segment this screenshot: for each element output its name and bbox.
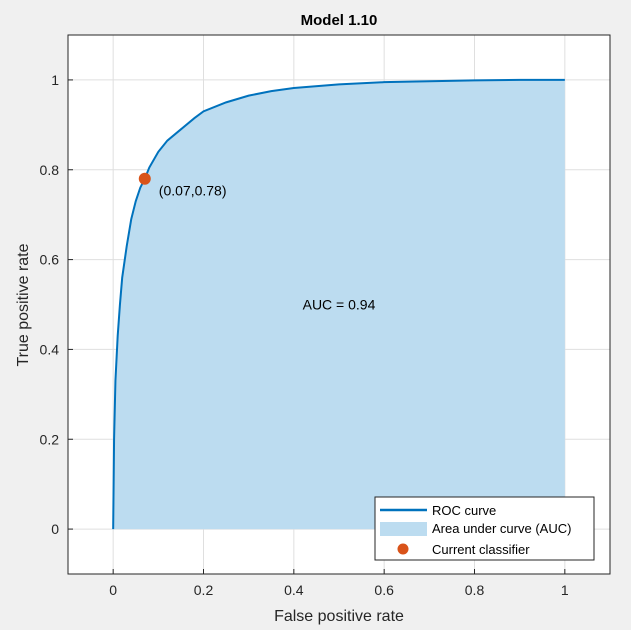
x-tick-label: 0.6 xyxy=(374,582,394,598)
y-tick-label: 0 xyxy=(51,521,59,537)
legend-auc-label: Area under curve (AUC) xyxy=(432,521,571,536)
x-axis-label: False positive rate xyxy=(274,608,404,625)
x-tick-label: 0.8 xyxy=(465,582,485,598)
legend-classifier-swatch xyxy=(397,543,409,555)
legend: ROC curve Area under curve (AUC) Current… xyxy=(374,496,595,561)
x-tick-label: 1 xyxy=(561,582,569,598)
y-tick-label: 0.6 xyxy=(40,252,60,268)
legend-roc-label: ROC curve xyxy=(432,503,496,518)
y-tick-label: 0.4 xyxy=(40,341,60,357)
x-tick-label: 0.4 xyxy=(284,582,304,598)
auc-annotation: AUC = 0.94 xyxy=(303,297,376,313)
y-axis-label: True positive rate xyxy=(15,243,32,366)
y-tick-label: 0.2 xyxy=(40,431,60,447)
current-classifier-marker[interactable] xyxy=(138,172,151,185)
legend-auc-swatch xyxy=(380,522,427,536)
x-tick-label: 0.2 xyxy=(194,582,214,598)
classifier-point-label: (0.07,0.78) xyxy=(159,183,227,199)
chart-title: Model 1.10 xyxy=(301,12,378,29)
x-axis-ticks: 0 0.2 0.4 0.6 0.8 1 xyxy=(109,569,569,598)
x-tick-label: 0 xyxy=(109,582,117,598)
auc-area xyxy=(113,79,565,530)
roc-curve-line xyxy=(112,78,565,530)
legend-classifier-label: Current classifier xyxy=(432,542,530,557)
y-tick-label: 0.8 xyxy=(40,162,60,178)
axes-box xyxy=(67,34,611,575)
y-axis-ticks: 0 0.2 0.4 0.6 0.8 1 xyxy=(40,72,73,537)
y-tick-label: 1 xyxy=(51,72,59,88)
